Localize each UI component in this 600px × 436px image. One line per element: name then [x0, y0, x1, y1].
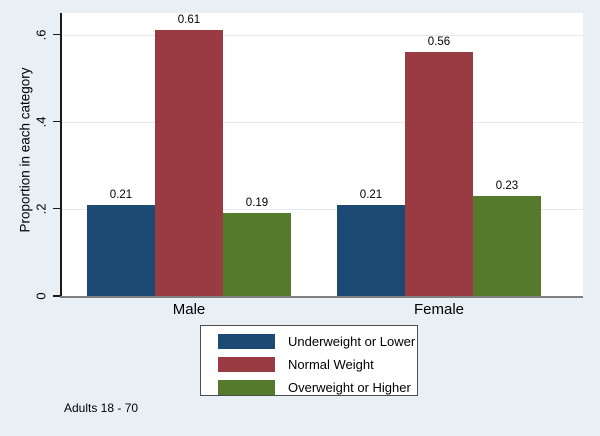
footnote: Adults 18 - 70 — [64, 401, 139, 415]
legend-swatch — [218, 334, 275, 349]
y-tick-label: 0 — [33, 292, 49, 300]
legend-item-2: Overweight or Higher — [218, 380, 417, 395]
y-tick-label: .2 — [33, 203, 49, 215]
legend-label: Underweight or Lower — [288, 334, 416, 349]
x-axis-line — [60, 296, 583, 298]
y-tick-mark — [53, 207, 60, 210]
plot-area: 0.21 0.61 0.19 0.21 0.56 0.23 — [60, 13, 583, 298]
legend-item-1: Normal Weight — [218, 357, 417, 372]
x-category-label-male: Male — [172, 301, 206, 318]
y-tick-label: .4 — [33, 116, 49, 128]
bar-value-label: 0.19 — [245, 197, 269, 210]
bar-male-1 — [155, 30, 223, 296]
legend-label: Normal Weight — [288, 357, 374, 372]
y-axis-title: Proportion in each category — [17, 67, 33, 233]
gridline-y-.6 — [61, 34, 583, 36]
legend-swatch — [218, 357, 275, 372]
bar-male-2 — [223, 213, 291, 296]
y-axis-line — [60, 13, 62, 296]
bar-female-0 — [337, 204, 405, 296]
x-category-label-female: Female — [413, 301, 465, 318]
legend-swatch — [218, 380, 275, 395]
gridline-y-.2 — [61, 208, 583, 210]
bar-value-label: 0.56 — [427, 36, 451, 49]
legend-item-0: Underweight or Lower — [218, 334, 417, 349]
bar-female-2 — [473, 195, 541, 296]
bar-value-label: 0.21 — [109, 188, 133, 201]
bar-value-label: 0.61 — [177, 14, 201, 27]
legend: Underweight or Lower Normal Weight Overwei… — [200, 325, 418, 396]
y-tick-mark — [53, 33, 60, 36]
y-tick-label: .6 — [33, 29, 49, 41]
bar-value-label: 0.21 — [359, 188, 383, 201]
bar-female-1 — [405, 52, 473, 296]
bar-value-label: 0.23 — [495, 179, 519, 192]
gridline-y-.4 — [61, 121, 583, 123]
legend-label: Overweight or Higher — [288, 380, 411, 395]
y-tick-mark — [53, 295, 60, 297]
y-tick-mark — [53, 120, 60, 123]
bar-male-0 — [87, 204, 155, 296]
